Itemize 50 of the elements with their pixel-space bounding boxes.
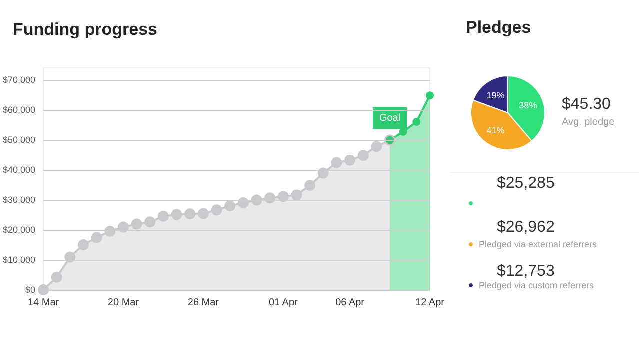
point [291, 190, 302, 201]
y-tick-label: $20,000 [2, 225, 36, 235]
point [211, 204, 222, 216]
point [331, 157, 342, 168]
x-tick-label: 01 Apr [268, 298, 299, 308]
text: $25,285 [497, 175, 555, 193]
point [158, 211, 169, 222]
text: $26,962 [497, 219, 555, 237]
y-tick-label: $30,000 [2, 195, 36, 205]
y-tick-label: $40,000 [2, 165, 36, 175]
point [131, 218, 142, 230]
y-tick-label: $60,000 [2, 105, 36, 115]
data-label: 38% [519, 100, 538, 111]
x-tick-label: 26 Mar [188, 298, 220, 308]
chart-title: Pledges [466, 18, 532, 38]
point [426, 92, 434, 100]
legend-label: Pledged via external referrers [479, 240, 598, 250]
legend-label: Pledged via custom referrers [479, 280, 595, 290]
point [118, 222, 129, 233]
point [238, 198, 249, 208]
point [344, 154, 356, 166]
annotation: Goal [379, 112, 401, 124]
point [184, 208, 196, 220]
y-tick-label: $10,000 [2, 255, 36, 265]
point [144, 216, 156, 228]
point [412, 118, 421, 126]
data-label: 19% [486, 90, 505, 100]
chart-title: Funding progress [13, 20, 158, 39]
point [91, 232, 102, 244]
x-tick-label: 20 Mar [108, 298, 140, 308]
x-tick-label: 06 Apr [336, 298, 366, 308]
x-tick-label: 12 Apr [416, 298, 446, 308]
point [304, 180, 316, 192]
data-label: 41% [486, 126, 505, 136]
y-tick-label: $70,000 [2, 75, 36, 85]
x-tick-label: 14 Mar [28, 298, 60, 308]
point [78, 240, 90, 250]
y-tick-label: $50,000 [2, 135, 36, 145]
point [224, 200, 236, 212]
y-tick-label: $0 [26, 285, 36, 295]
text: $45.30 [562, 96, 612, 114]
text: Avg. pledge [562, 117, 615, 128]
point [198, 208, 209, 220]
point [38, 284, 50, 296]
point [371, 141, 382, 152]
point [51, 272, 62, 283]
point [171, 209, 182, 220]
text: $12,753 [497, 263, 555, 281]
point [278, 191, 289, 202]
point [358, 150, 369, 162]
